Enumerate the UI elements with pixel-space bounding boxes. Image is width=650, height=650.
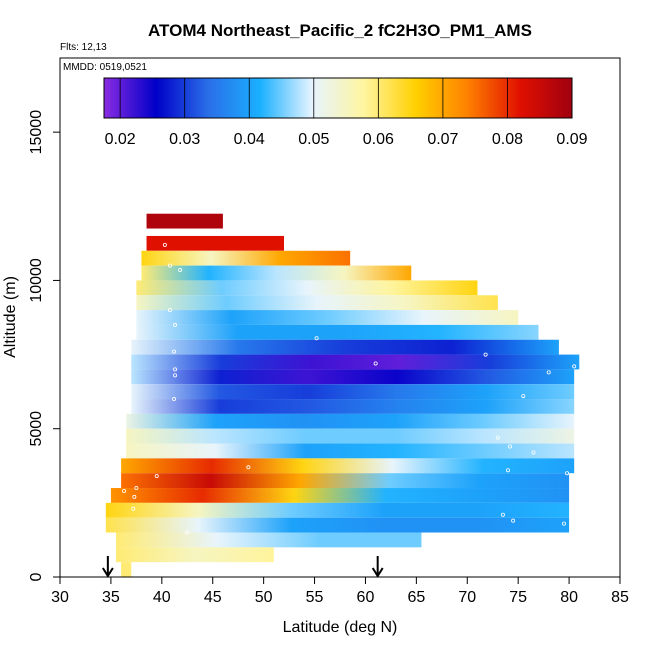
arrow-head xyxy=(371,567,384,578)
heatmap-band xyxy=(126,428,575,444)
sample-point xyxy=(246,465,251,470)
colorbar xyxy=(103,77,573,119)
sample-point xyxy=(546,370,551,375)
sample-point xyxy=(172,397,177,402)
heatmap-band xyxy=(116,547,274,563)
sample-point xyxy=(511,518,516,523)
colorbar-tick-label: 0.04 xyxy=(234,131,265,148)
y-tick-label: 15000 xyxy=(28,110,45,155)
sample-point xyxy=(521,394,526,399)
colorbar-tick-label: 0.06 xyxy=(363,131,394,148)
heatmap-cells xyxy=(105,213,580,577)
y-tick-label: 5000 xyxy=(28,411,45,447)
y-tick-label: 10000 xyxy=(28,258,45,303)
colorbar-tick-label: 0.07 xyxy=(427,131,458,148)
sample-point xyxy=(572,364,577,369)
heatmap-band xyxy=(116,532,422,548)
colorbar-tick-label: 0.05 xyxy=(298,131,329,148)
sample-point xyxy=(314,336,319,341)
sample-point xyxy=(172,349,177,354)
date-label: MMDD: 0519,0521 xyxy=(63,62,147,73)
sample-point xyxy=(173,373,178,378)
x-tick-label: 30 xyxy=(51,589,69,606)
heatmap-band xyxy=(131,384,575,400)
sample-point xyxy=(154,474,159,479)
sample-point xyxy=(531,450,536,455)
x-tick-label: 85 xyxy=(611,589,629,606)
sample-points xyxy=(122,242,577,535)
sample-point xyxy=(483,352,488,357)
heatmap-band xyxy=(136,295,498,311)
sample-point xyxy=(373,361,378,366)
sample-point xyxy=(167,263,172,268)
x-tick-label: 55 xyxy=(306,589,324,606)
x-tick-label: 65 xyxy=(407,589,425,606)
sample-point xyxy=(185,530,190,535)
x-tick-label: 75 xyxy=(509,589,527,606)
heatmap-band xyxy=(126,413,575,429)
heatmap-band xyxy=(131,369,575,385)
flight-arrows xyxy=(102,556,384,578)
y-axis-label: Altitude (m) xyxy=(2,276,19,358)
sample-point xyxy=(132,494,137,499)
sample-point xyxy=(131,506,136,511)
heatmap-band xyxy=(105,517,570,533)
chart-title: ATOM4 Northeast_Pacific_2 fC2H3O_PM1_AMS xyxy=(148,21,532,40)
heatmap-band xyxy=(146,213,223,229)
heatmap-band xyxy=(136,280,478,296)
heatmap-band xyxy=(110,488,570,503)
heatmap-band xyxy=(121,473,570,489)
x-tick-label: 80 xyxy=(560,589,578,606)
heatmap-band xyxy=(105,502,570,518)
x-tick-label: 40 xyxy=(153,589,171,606)
heatmap-band xyxy=(121,562,132,577)
heatmap-band xyxy=(141,250,351,266)
sample-point xyxy=(167,308,172,313)
colorbar-tick-label: 0.02 xyxy=(105,131,136,148)
y-axis: 0 5000 10000 15000 xyxy=(28,110,60,581)
colorbar-tick-label: 0.09 xyxy=(556,131,587,148)
sample-point xyxy=(173,367,178,372)
heatmap-band xyxy=(136,310,519,325)
heatmap-band xyxy=(131,339,559,355)
sample-point xyxy=(500,512,505,517)
colorbar-tick-label: 0.03 xyxy=(169,131,200,148)
heatmap-band xyxy=(131,399,575,414)
sample-point xyxy=(562,521,567,526)
x-tick-label: 50 xyxy=(255,589,273,606)
heatmap-band xyxy=(126,443,575,459)
heatmap-band xyxy=(121,458,575,474)
sample-point xyxy=(173,322,178,327)
sample-point xyxy=(565,471,570,476)
sample-point xyxy=(495,435,500,440)
arrow-head xyxy=(102,567,114,578)
colorbar-tick-labels: 0.02 0.03 0.04 0.05 0.06 0.07 0.08 0.09 xyxy=(105,131,588,148)
heatmap-band xyxy=(136,324,539,340)
sample-point xyxy=(508,444,513,449)
x-axis-label: Latitude (deg N) xyxy=(283,619,398,636)
heatmap-band xyxy=(141,265,412,281)
sample-point xyxy=(178,268,183,273)
flights-label: Flts: 12,13 xyxy=(60,42,107,53)
x-axis: 30 35 40 45 50 55 60 65 70 75 80 85 xyxy=(51,577,629,606)
colorbar-tick-label: 0.08 xyxy=(492,131,523,148)
sample-point xyxy=(505,468,510,473)
sample-point xyxy=(134,486,139,491)
x-tick-label: 60 xyxy=(357,589,375,606)
x-tick-label: 45 xyxy=(204,589,222,606)
heatmap-band xyxy=(146,235,284,251)
heatmap-band xyxy=(131,354,580,370)
colorbar-box xyxy=(103,77,573,119)
plot-frame xyxy=(59,57,621,578)
sample-point xyxy=(162,242,167,247)
y-tick-label: 0 xyxy=(28,572,45,581)
x-tick-label: 35 xyxy=(102,589,120,606)
x-tick-label: 70 xyxy=(458,589,476,606)
sample-point xyxy=(122,488,127,493)
